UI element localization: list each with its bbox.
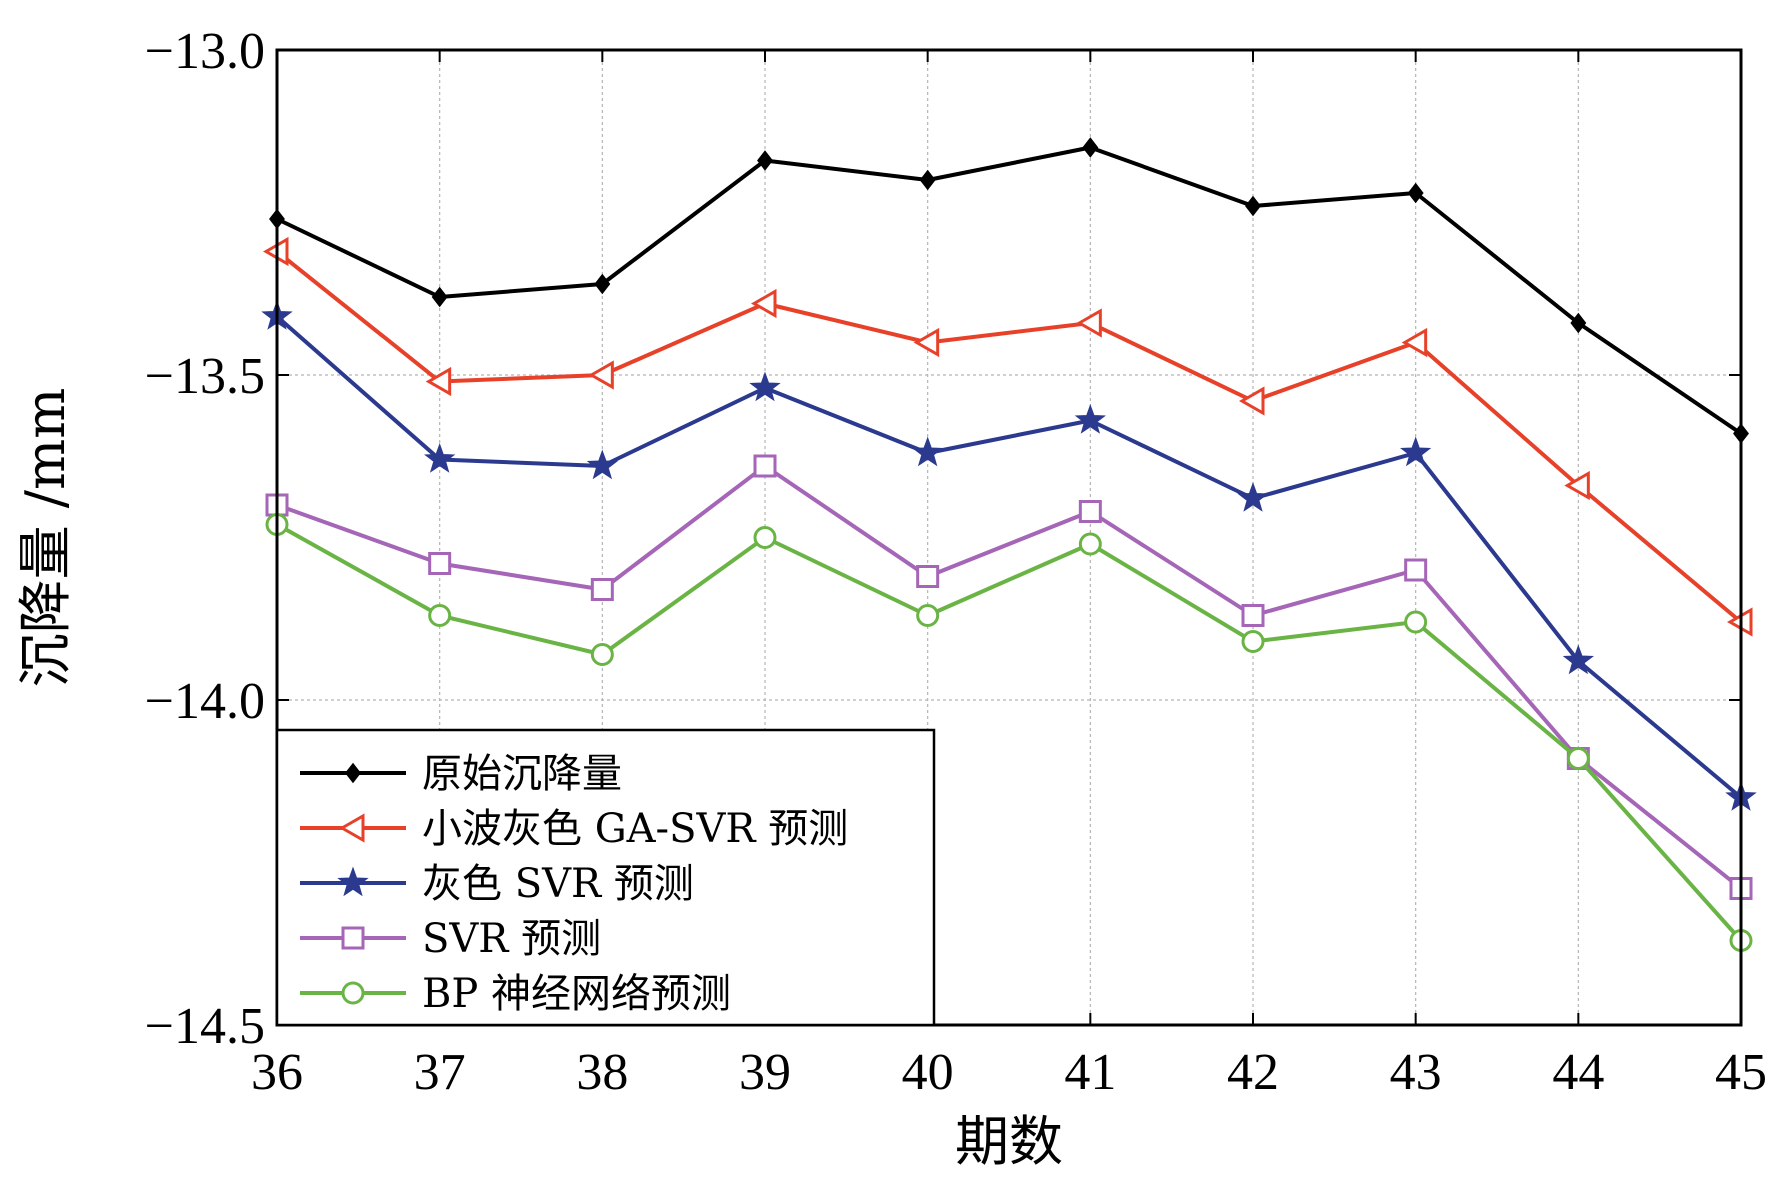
data-point: [1404, 558, 1428, 582]
data-point: [590, 578, 614, 601]
legend-marker: [337, 866, 369, 897]
data-point: [428, 604, 452, 627]
data-point: [1564, 470, 1590, 501]
legend-item: 灰色 SVR 预测: [300, 861, 694, 907]
x-tick-label: 41: [1064, 1044, 1116, 1101]
data-point: [750, 288, 777, 319]
data-point: [913, 327, 940, 358]
y-tick-label: −14.5: [145, 998, 265, 1055]
axis-ticks: 36 37 38 39 40 41 42 43 44 45 −13.0 −13.5 −14.0 −14.5: [145, 23, 1767, 1101]
data-point: [1566, 747, 1590, 770]
data-point: [1238, 386, 1265, 416]
series-line: [275, 249, 1743, 624]
data-point: [1407, 182, 1424, 204]
data-point: [919, 169, 936, 191]
data-point: [586, 449, 618, 480]
legend-marker: [341, 926, 365, 950]
data-point: [428, 552, 452, 575]
data-point: [1562, 644, 1594, 675]
data-point: [594, 273, 611, 295]
legend-item: SVR 预测: [300, 916, 601, 962]
legend-marker: [341, 981, 365, 1005]
data-point: [1082, 137, 1099, 158]
data-point: [1245, 195, 1261, 217]
y-tick-label: −14.0: [145, 673, 265, 730]
data-point: [1237, 482, 1269, 512]
legend-marker: [338, 813, 365, 843]
series-layer: [261, 137, 1757, 952]
series-line: [276, 145, 1743, 436]
legend-marker: [345, 762, 361, 784]
legend-label: BP 神经网络预测: [422, 971, 731, 1017]
data-point: [1404, 610, 1428, 634]
legend-item: 小波灰色 GA-SVR 预测: [300, 806, 848, 852]
x-tick-label: 40: [902, 1044, 954, 1101]
legend-label: SVR 预测: [422, 916, 601, 962]
x-tick-label: 45: [1715, 1044, 1767, 1101]
data-point: [431, 286, 448, 308]
legend-box: [275, 728, 936, 1027]
data-point: [425, 366, 452, 397]
data-point: [588, 360, 614, 390]
data-point: [916, 565, 940, 588]
y-axis-title: 沉降量 /mm: [14, 388, 77, 688]
plot-frame: [275, 48, 1743, 1027]
data-point: [1241, 630, 1265, 653]
x-tick-label: 43: [1390, 1044, 1442, 1101]
x-tick-label: 37: [414, 1044, 466, 1101]
legend-item: 原始沉降量: [300, 751, 622, 797]
x-tick-label: 44: [1552, 1044, 1604, 1101]
data-point: [753, 454, 777, 478]
x-tick-label: 39: [739, 1044, 791, 1101]
legend-item: BP 神经网络预测: [300, 971, 731, 1017]
data-point: [424, 443, 456, 473]
x-tick-label: 38: [576, 1044, 628, 1101]
series-1: [269, 137, 1749, 444]
legend-label: 原始沉降量: [422, 751, 622, 797]
data-point: [1400, 436, 1432, 467]
series-line: [276, 522, 1743, 942]
series-line: [275, 314, 1743, 800]
y-tick-label: −13.5: [145, 348, 265, 405]
data-point: [749, 371, 781, 402]
data-point: [916, 604, 940, 627]
data-point: [590, 643, 614, 666]
data-point: [1076, 308, 1102, 338]
data-point: [1570, 312, 1587, 334]
data-point: [1401, 327, 1428, 358]
legend-label: 灰色 SVR 预测: [422, 861, 694, 907]
legend-label: 小波灰色 GA-SVR 预测: [422, 806, 848, 852]
data-point: [912, 436, 944, 467]
data-point: [753, 526, 777, 549]
data-point: [1241, 604, 1265, 627]
data-point: [757, 150, 773, 171]
data-point: [1078, 500, 1102, 523]
y-tick-label: −13.0: [145, 23, 265, 80]
x-axis-title: 期数: [955, 1110, 1063, 1173]
data-point: [1074, 404, 1106, 434]
data-point: [1078, 532, 1102, 556]
x-tick-label: 42: [1227, 1044, 1279, 1101]
series-line: [276, 464, 1743, 891]
x-tick-label: 36: [251, 1044, 303, 1101]
